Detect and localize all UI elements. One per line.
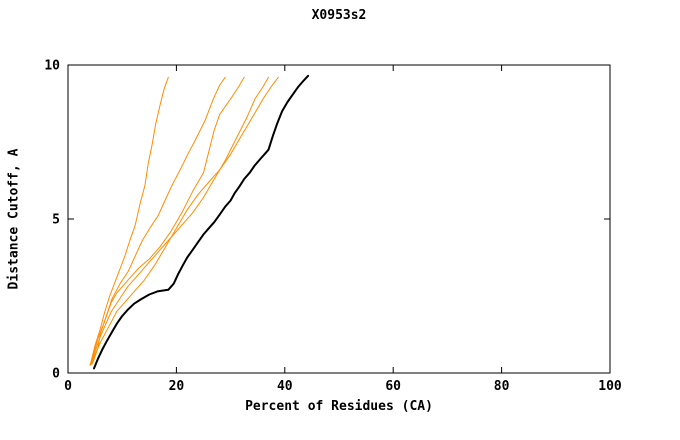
- y-tick-label: 5: [52, 213, 60, 228]
- x-tick-label: 60: [385, 379, 401, 394]
- y-tick-label: 0: [52, 367, 60, 382]
- x-tick-label: 80: [494, 379, 510, 394]
- x-tick-label: 40: [277, 379, 293, 394]
- orange-curve-1-line: [89, 76, 169, 366]
- orange-curve-5-line: [90, 76, 279, 366]
- black-curve-line: [93, 74, 310, 370]
- x-tick-label: 0: [64, 379, 72, 394]
- chart-title: X0953s2: [311, 8, 367, 23]
- orange-curve-3-line: [91, 76, 245, 365]
- x-tick-label: 100: [598, 379, 622, 394]
- plot-frame: [67, 64, 611, 374]
- y-tick-label: 10: [44, 59, 60, 74]
- orange-curve-2-line: [89, 76, 226, 366]
- x-tick-label: 20: [169, 379, 185, 394]
- x-axis-label: Percent of Residues (CA): [245, 399, 433, 414]
